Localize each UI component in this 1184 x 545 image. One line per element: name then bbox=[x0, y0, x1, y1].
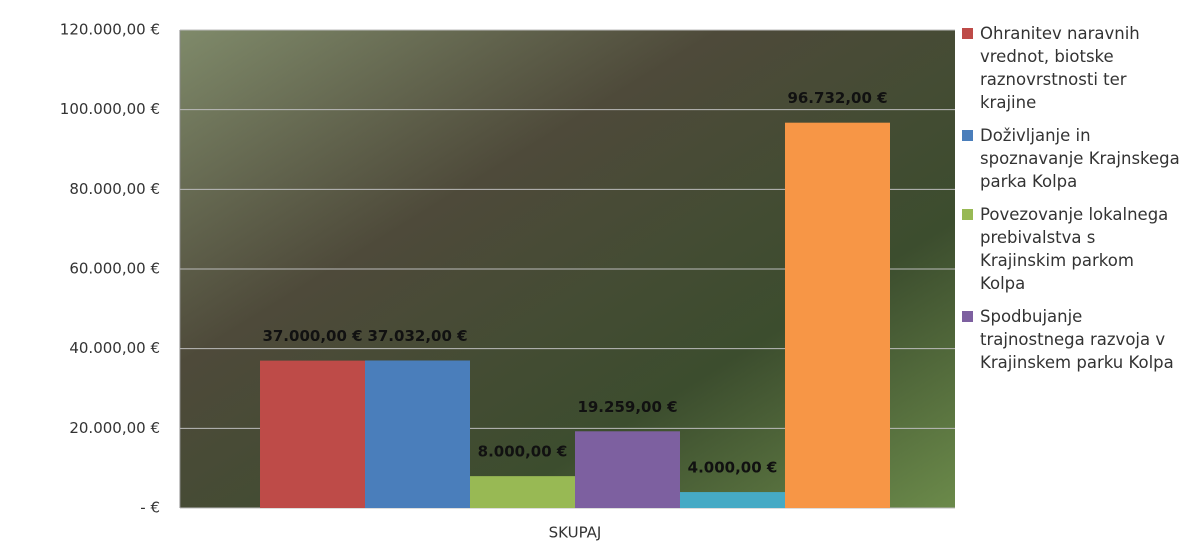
bar bbox=[680, 492, 785, 508]
bar bbox=[785, 122, 890, 508]
y-tick-label: 40.000,00 € bbox=[69, 339, 160, 357]
legend-label: Povezovanje lokalnega prebivalstva s Kra… bbox=[980, 205, 1169, 293]
legend: Ohranitev naravnih vrednot, biotske razn… bbox=[960, 22, 1182, 384]
y-tick-label: 60.000,00 € bbox=[69, 260, 160, 278]
legend-swatch bbox=[962, 209, 973, 220]
legend-swatch bbox=[962, 28, 973, 39]
legend-swatch bbox=[962, 130, 973, 141]
value-label: 37.000,00 € bbox=[262, 327, 362, 345]
value-label: 8.000,00 € bbox=[478, 443, 568, 461]
legend-entry: Ohranitev naravnih vrednot, biotske razn… bbox=[960, 22, 1182, 114]
y-tick-label: 80.000,00 € bbox=[69, 180, 160, 198]
legend-label: Spodbujanje trajnostnega razvoja v Kraji… bbox=[980, 307, 1174, 372]
value-label: 96.732,00 € bbox=[787, 89, 887, 107]
value-label: 19.259,00 € bbox=[577, 398, 677, 416]
legend-swatch bbox=[962, 311, 973, 322]
value-label: 4.000,00 € bbox=[688, 459, 778, 477]
y-tick-label: 120.000,00 € bbox=[60, 21, 160, 39]
y-tick-label: 100.000,00 € bbox=[60, 100, 160, 118]
x-tick-label: SKUPAJ bbox=[549, 524, 602, 542]
legend-entry: Spodbujanje trajnostnega razvoja v Kraji… bbox=[960, 305, 1182, 374]
legend-label: Doživljanje in spoznavanje Krajnskega pa… bbox=[980, 126, 1180, 191]
y-tick-label: 20.000,00 € bbox=[69, 419, 160, 437]
bar bbox=[365, 360, 470, 508]
bar bbox=[470, 476, 575, 508]
y-tick-label: - € bbox=[140, 499, 160, 517]
legend-label: Ohranitev naravnih vrednot, biotske razn… bbox=[980, 24, 1140, 112]
bar bbox=[575, 431, 680, 508]
value-label: 37.032,00 € bbox=[367, 327, 467, 345]
legend-entry: Doživljanje in spoznavanje Krajnskega pa… bbox=[960, 124, 1182, 193]
bar bbox=[260, 360, 365, 508]
legend-entry: Povezovanje lokalnega prebivalstva s Kra… bbox=[960, 203, 1182, 295]
